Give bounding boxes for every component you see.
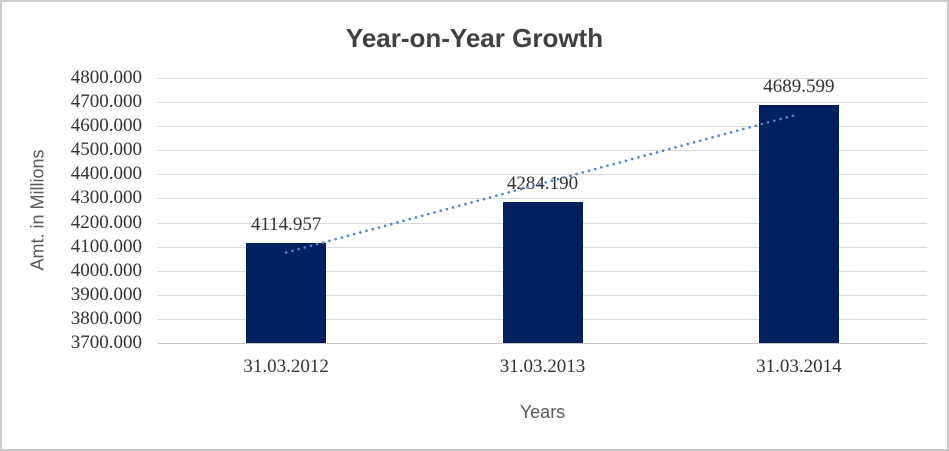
x-category-label: 31.03.2013 [499,356,586,377]
y-tick-label: 3700.000 [70,332,142,353]
chart-title: Year-on-Year Growth [345,23,604,53]
bar[interactable] [758,104,839,343]
plot-area: 4114.957 4284.190 4689.599 [158,75,927,344]
y-tick-label: 4500.000 [70,139,142,161]
x-axis-title: Years [519,402,566,422]
y-tick-label: 4100.000 [70,235,142,257]
y-tick-label: 4800.000 [70,67,142,88]
y-tick-label: 4700.000 [70,91,142,113]
bar[interactable] [246,243,327,343]
x-category-label: 31.03.2014 [756,356,842,377]
y-tick-label: 3800.000 [70,307,142,329]
y-tick-label: 4600.000 [70,115,142,137]
x-category-label: 31.03.2012 [243,356,329,377]
bar[interactable] [502,202,583,343]
bar-data-label: 4284.190 [506,173,579,195]
y-tick-label: 4300.000 [70,187,142,209]
bar-data-label: 4689.599 [763,75,835,97]
y-tick-label: 3900.000 [70,283,142,305]
y-tick-label: 4400.000 [70,163,142,185]
gridline [158,102,927,104]
x-axis-category-labels: 31.03.2012 31.03.2013 31.03.2014 [158,356,927,378]
gridline [158,78,927,79]
bar-data-label: 4114.957 [250,214,322,236]
y-tick-label: 4200.000 [70,211,142,233]
y-tick-label: 4000.000 [70,259,142,281]
